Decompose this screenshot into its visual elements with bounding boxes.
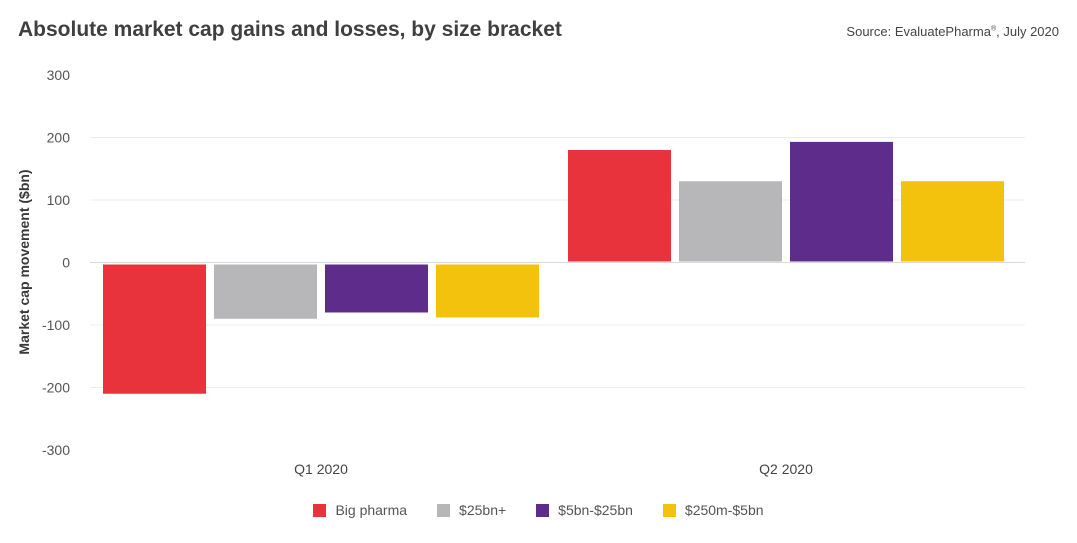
source-suffix: , July 2020 — [996, 24, 1059, 39]
legend-label: $25bn+ — [459, 502, 507, 518]
y-tick-label: 200 — [47, 130, 71, 146]
bar-1-0 — [568, 150, 671, 262]
legend-label: $250m-$5bn — [684, 502, 764, 518]
chart-title: Absolute market cap gains and losses, by… — [18, 18, 562, 41]
source-registered-mark: ® — [990, 25, 997, 33]
bars — [103, 141, 1004, 394]
bar-0-1 — [214, 264, 317, 319]
bar-1-2 — [790, 141, 893, 262]
bar-0-3 — [436, 264, 539, 318]
source-prefix: Source: EvaluatePharma — [846, 24, 991, 39]
legend-swatch — [313, 503, 327, 517]
grid-lines — [90, 137, 1025, 388]
bar-0-0 — [103, 264, 206, 394]
y-tick-label: -300 — [42, 442, 70, 458]
category-label: Q1 2020 — [294, 461, 348, 477]
legend-swatch — [662, 503, 676, 517]
y-tick-label: 300 — [47, 67, 71, 83]
y-tick-labels: 300 200 100 0 -100 -200 -300 — [42, 67, 70, 458]
y-tick-label: 0 — [62, 255, 70, 271]
legend-swatch — [536, 503, 550, 517]
legend-item: Big pharma — [313, 502, 407, 518]
category-label: Q2 2020 — [759, 461, 813, 477]
y-tick-label: -100 — [42, 317, 70, 333]
legend-label: $5bn-$25bn — [558, 502, 633, 518]
bar-1-3 — [901, 181, 1004, 262]
legend-label: Big pharma — [335, 502, 408, 518]
legend-item: $250m-$5bn — [662, 502, 764, 518]
bar-1-1 — [679, 181, 782, 262]
legend-swatch — [437, 503, 451, 517]
bar-chart: 300 200 100 0 -100 -200 -300 Q1 2020 Q2 2020 Ma… — [16, 67, 1025, 477]
chart-source: Source: EvaluatePharma®, July 2020 — [846, 24, 1059, 39]
legend-item: $25bn+ — [437, 502, 506, 518]
y-tick-label: 100 — [47, 192, 71, 208]
category-labels: Q1 2020 Q2 2020 — [294, 461, 813, 477]
legend: Big pharma $25bn+ $5bn-$25bn $250m-$5bn — [0, 502, 1077, 518]
bar-0-2 — [325, 264, 428, 313]
y-tick-label: -200 — [42, 380, 70, 396]
y-axis-label: Market cap movement ($bn) — [16, 169, 32, 354]
legend-item: $5bn-$25bn — [536, 502, 633, 518]
